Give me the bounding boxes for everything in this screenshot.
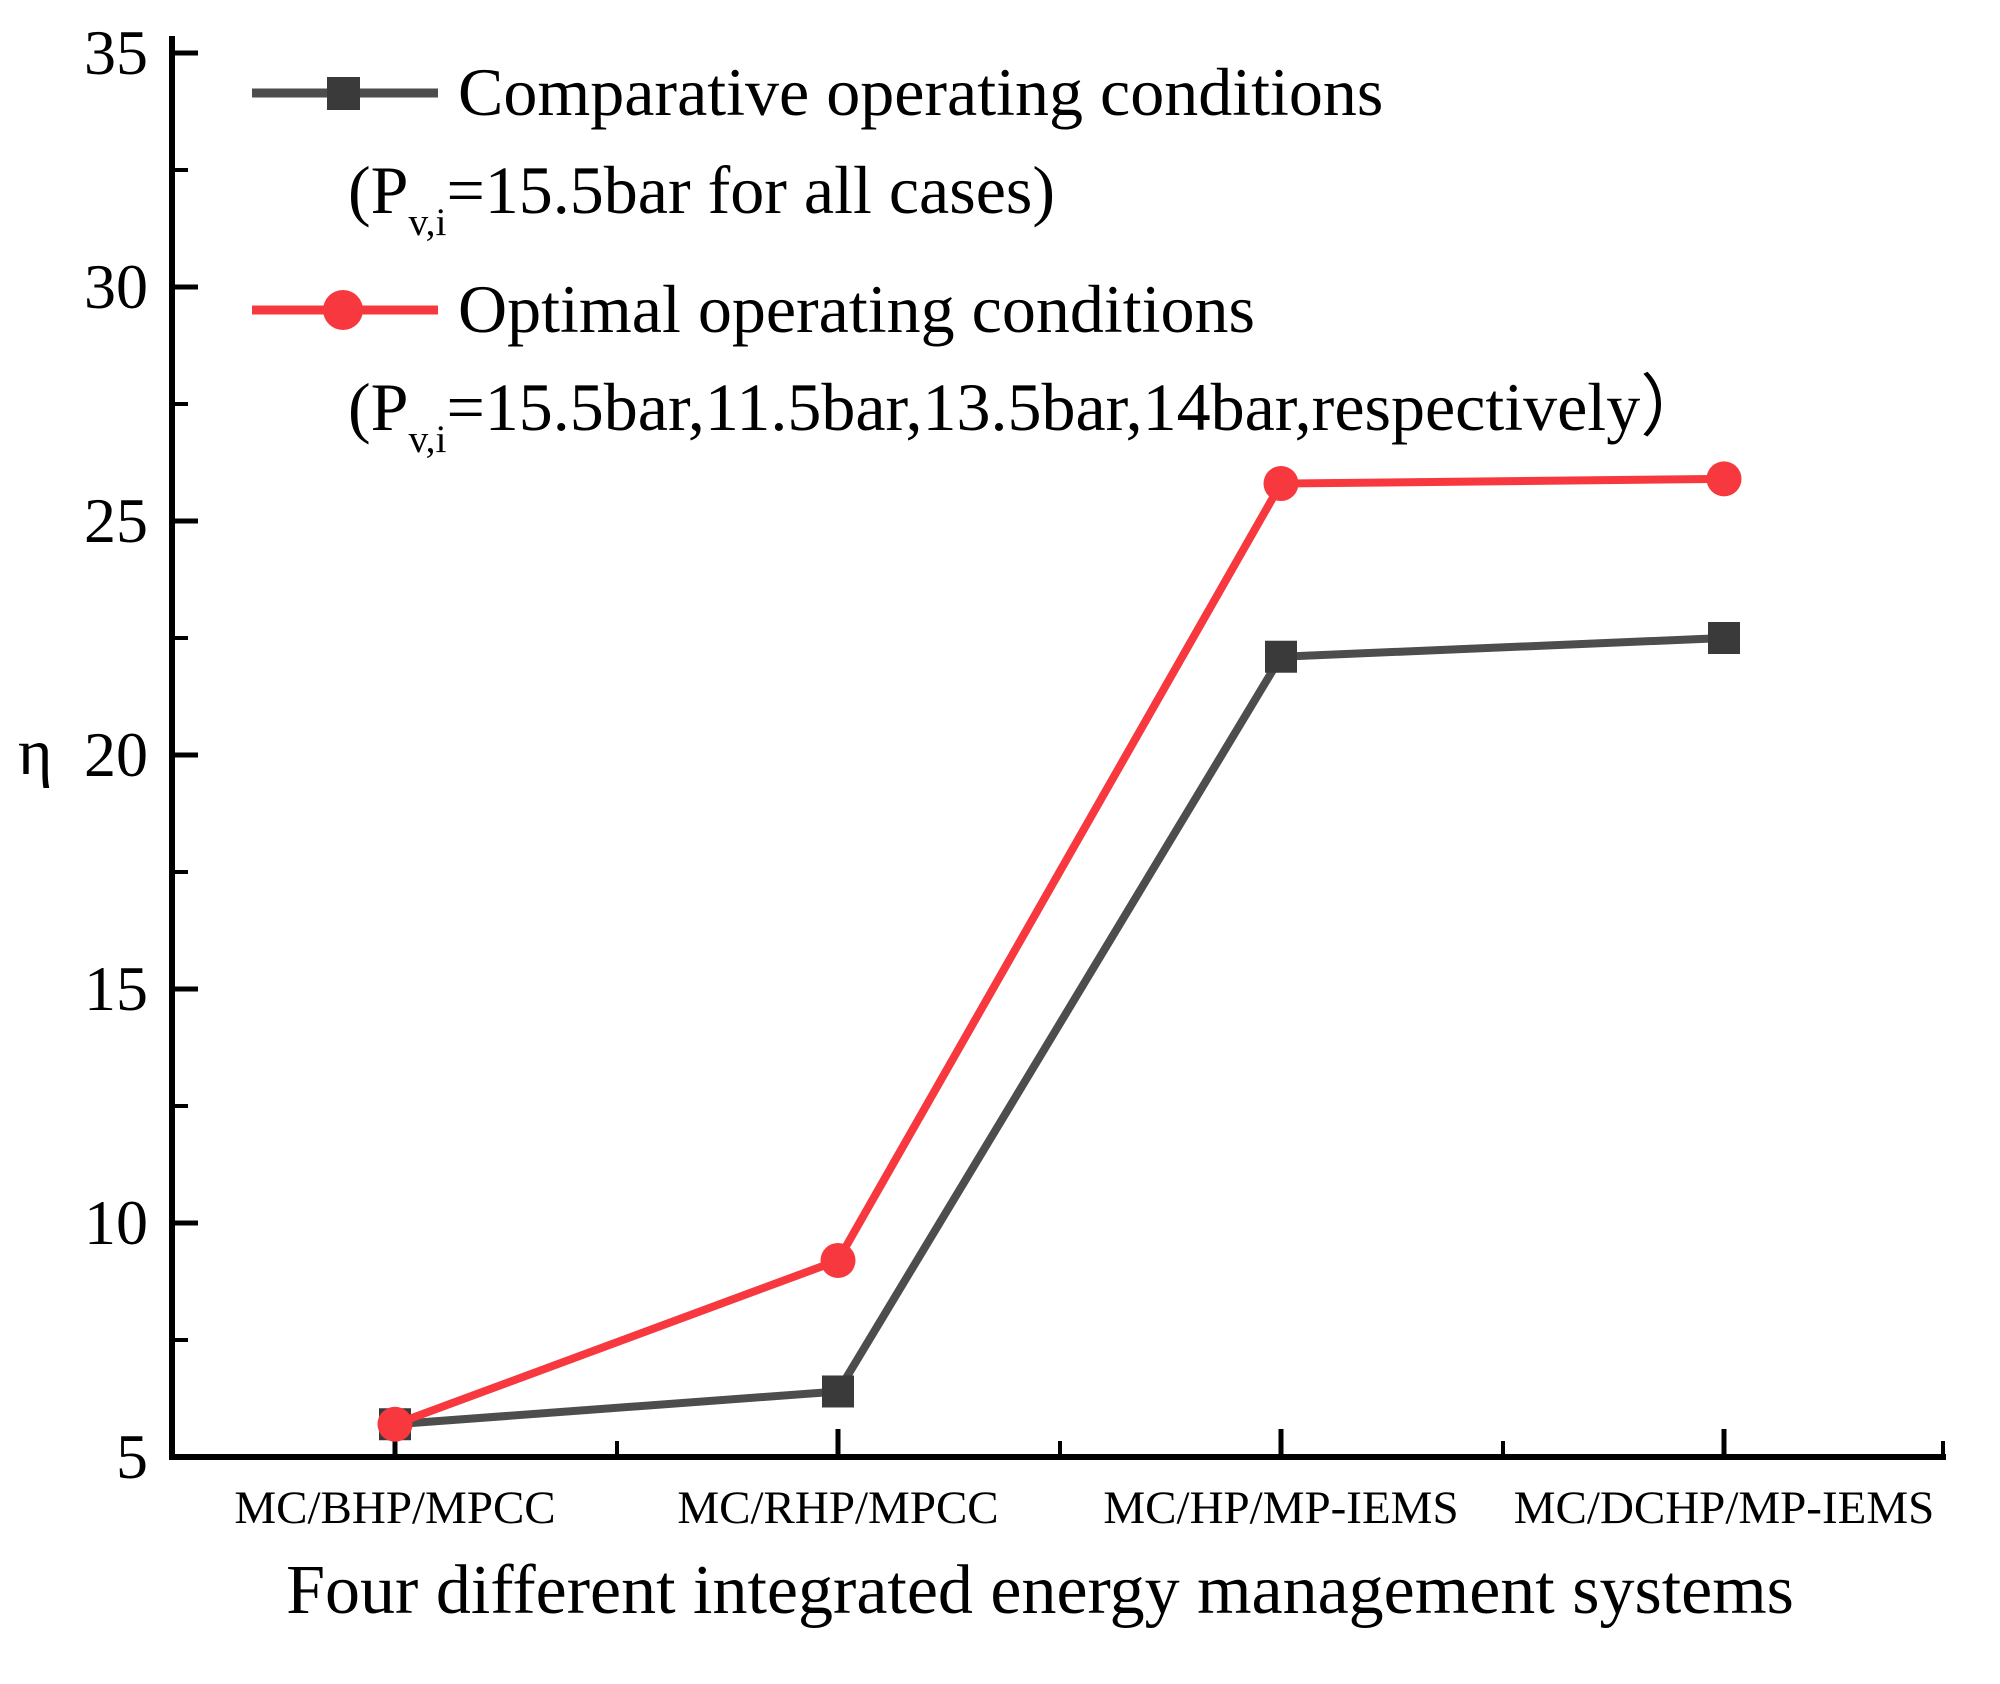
- y-tick-label: 5: [116, 1421, 148, 1492]
- data-point-square: [1708, 622, 1740, 654]
- data-point-square: [822, 1375, 854, 1408]
- series-line-circle: [393, 474, 1725, 1428]
- y-tick-label: 10: [84, 1187, 148, 1258]
- data-point-circle: [377, 1406, 413, 1442]
- x-category-label: MC/BHP/MPCC: [234, 1482, 555, 1534]
- y-tick-label: 30: [84, 251, 148, 322]
- data-point-circle: [1263, 466, 1299, 502]
- y-axis-title: η: [18, 716, 53, 789]
- series-line-square: [394, 634, 1725, 1429]
- y-tick-label: 25: [84, 485, 148, 556]
- data-point-square: [1265, 640, 1297, 673]
- data-point-circle: [1706, 461, 1742, 497]
- x-category-label: MC/HP/MP-IEMS: [1103, 1482, 1458, 1534]
- x-category-label: MC/DCHP/MP-IEMS: [1514, 1482, 1935, 1534]
- y-tick-label: 15: [84, 953, 148, 1024]
- y-tick-label: 35: [84, 17, 148, 88]
- y-tick-label: 20: [84, 719, 148, 790]
- data-point-circle: [820, 1242, 856, 1278]
- x-category-label: MC/RHP/MPCC: [677, 1482, 998, 1534]
- x-axis-title: Four different integrated energy managem…: [286, 1552, 1794, 1629]
